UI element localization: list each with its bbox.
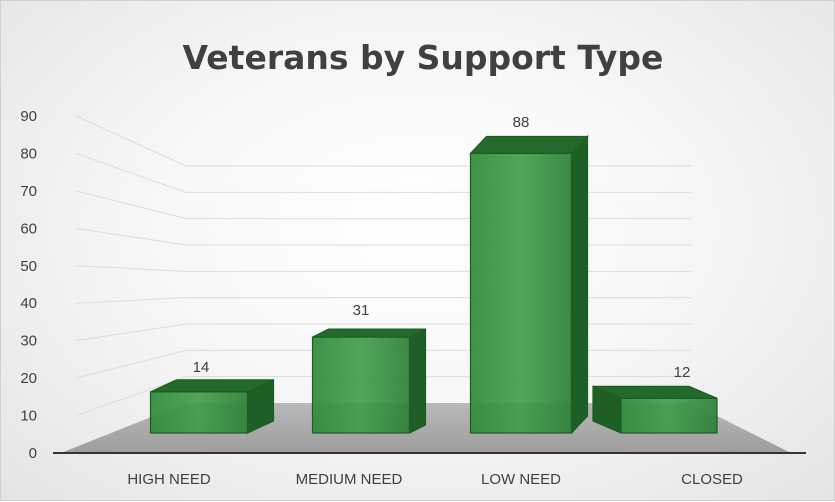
bars: 14 31 88 12 (149, 114, 718, 435)
bar-top (312, 328, 426, 338)
bar-top (469, 135, 589, 155)
data-label: 31 (353, 302, 370, 319)
gridline (75, 227, 691, 246)
gridline (75, 190, 691, 220)
bar (311, 328, 427, 434)
bar-side (570, 134, 589, 435)
bar (469, 134, 589, 435)
y-tick-label: 90 (20, 108, 37, 125)
y-tick-label: 70 (20, 183, 37, 200)
bar (149, 378, 275, 434)
y-tick-label: 20 (20, 370, 37, 387)
x-tick-label: HIGH NEED (127, 471, 211, 488)
y-tick-label: 0 (29, 445, 37, 462)
y-tick-label: 30 (20, 333, 37, 350)
x-tick-label: CLOSED (681, 471, 743, 488)
data-label: 12 (674, 364, 691, 381)
chart-title: Veterans by Support Type (183, 38, 664, 77)
gridline (75, 152, 691, 193)
data-label: 14 (193, 359, 210, 376)
bar-front (620, 397, 718, 434)
bar-front (311, 336, 411, 434)
y-tick-label: 40 (20, 295, 37, 312)
x-axis: HIGH NEED MEDIUM NEED LOW NEED CLOSED (127, 471, 743, 488)
x-tick-label: LOW NEED (481, 471, 561, 488)
gridline (75, 115, 691, 167)
gridline (75, 297, 691, 304)
x-tick-label: MEDIUM NEED (296, 471, 403, 488)
bar-front (149, 391, 249, 434)
bar-front (469, 152, 573, 434)
gridline (75, 265, 691, 272)
y-tick-label: 50 (20, 258, 37, 275)
y-tick-label: 60 (20, 220, 37, 237)
y-tick-label: 80 (20, 145, 37, 162)
data-label: 88 (513, 114, 530, 131)
y-tick-label: 10 (20, 408, 37, 425)
bar-side (408, 328, 427, 434)
y-axis: 0 10 20 30 40 50 60 70 80 90 (20, 108, 37, 462)
bar (592, 385, 718, 434)
